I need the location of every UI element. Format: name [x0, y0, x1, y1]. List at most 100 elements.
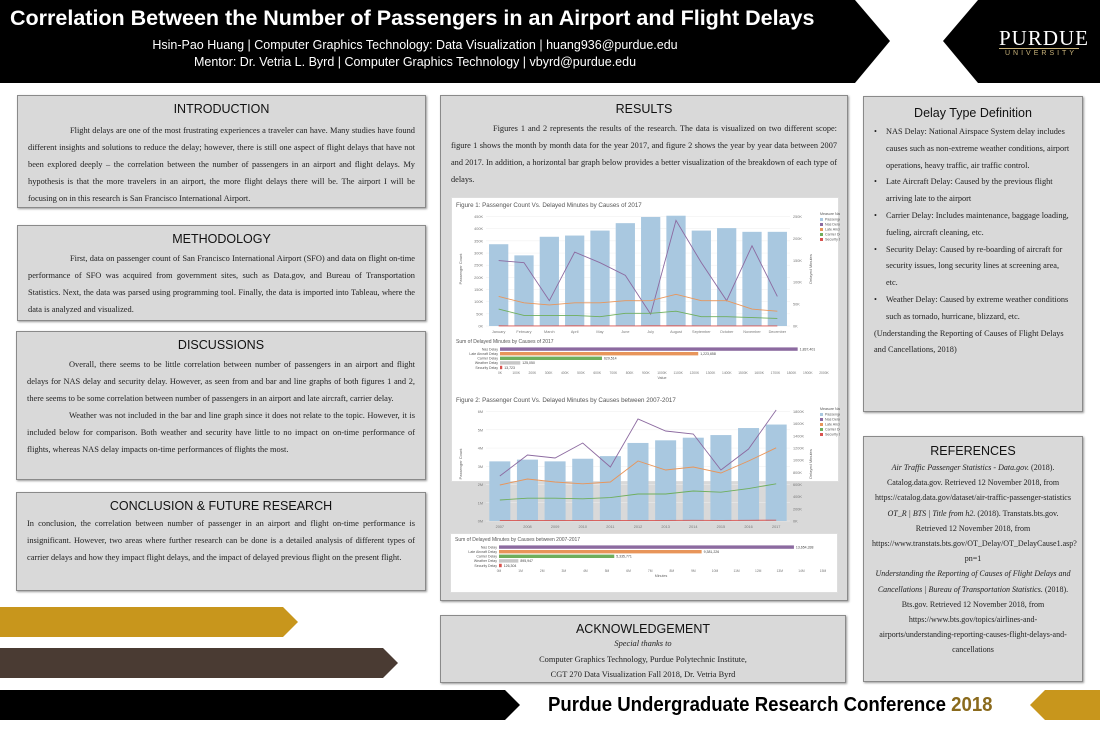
- passenger-bar: [489, 244, 509, 326]
- legend-label: Security Delay: [825, 238, 840, 242]
- chart-title: Figure 1: Passenger Count Vs. Delayed Mi…: [456, 202, 642, 209]
- discussions-heading: DISCUSSIONS: [177, 338, 265, 352]
- x-tick-label: 1100K: [674, 371, 684, 375]
- x-tick-label: February: [516, 330, 531, 334]
- delay-line-1: [498, 219, 778, 316]
- category-label: Weather Delay: [474, 559, 497, 563]
- passenger-bar: [655, 440, 677, 521]
- delay-bar: [500, 361, 521, 365]
- references-section: REFERENCES Air Traffic Passenger Statist…: [863, 436, 1083, 682]
- x-tick-label: 15M: [820, 569, 827, 573]
- passenger-bar: [565, 235, 585, 326]
- passenger-bar: [516, 459, 538, 521]
- delay-bar: [499, 563, 502, 568]
- y2-tick-label: 250K: [793, 215, 802, 219]
- y-tick-label: 300K: [474, 252, 483, 256]
- value-label: 13,723: [504, 366, 515, 370]
- x-tick-label: 1700K: [771, 371, 781, 375]
- y2-tick-label: 1600K: [793, 422, 804, 426]
- category-label: Security Delay: [474, 564, 497, 568]
- y2-tick-label: 400K: [793, 495, 802, 499]
- x-tick-label: 2015: [717, 525, 725, 529]
- reference-title: Air Traffic Passenger Statistics - Data.…: [891, 463, 1030, 472]
- conclusion-text: In conclusion, the correlation between n…: [27, 519, 415, 562]
- figure-1-breakdown-chart: Sum of Delayed Minutes by Causes of 2017…: [456, 339, 830, 380]
- reference-entry: Understanding the Reporting of Causes of…: [864, 566, 1082, 657]
- x-tick-label: 1900K: [803, 371, 813, 375]
- x-tick-label: 1400K: [722, 371, 732, 375]
- footer-bar: Purdue Undergraduate Research Conference…: [0, 690, 1100, 733]
- methodology-section: METHODOLOGY First, data on passenger cou…: [17, 225, 426, 321]
- x-tick-label: 3M: [562, 569, 567, 573]
- purdue-logo: PURDUE UNIVERSITY: [943, 0, 1100, 83]
- x-tick-label: June: [621, 330, 629, 334]
- x-tick-label: 1300K: [706, 371, 716, 375]
- y-tick-label: 50K: [476, 312, 483, 316]
- x-tick-label: 1200K: [690, 371, 700, 375]
- x-tick-label: 1500K: [738, 371, 748, 375]
- x-tick-label: 1000K: [657, 371, 667, 375]
- x-tick-label: September: [692, 330, 711, 334]
- legend-swatch: [820, 433, 823, 436]
- x-tick-label: 11M: [734, 569, 740, 573]
- passenger-bar: [691, 230, 711, 326]
- y-tick-label: 1M: [478, 501, 483, 505]
- legend-swatch: [820, 233, 823, 236]
- value-label: 1,223,658: [700, 352, 716, 356]
- results-heading: RESULTS: [615, 102, 673, 116]
- value-label: 9,381,226: [704, 550, 720, 554]
- introduction-text: Flight delays are one of the most frustr…: [28, 126, 415, 203]
- legend-swatch: [820, 218, 823, 221]
- y-tick-label: 250K: [474, 264, 483, 268]
- x-tick-label: 2009: [551, 525, 559, 529]
- y-tick-label: 100K: [474, 300, 483, 304]
- definition-item: Carrier Delay: Includes maintenance, bag…: [864, 208, 1082, 242]
- x-tick-label: 2008: [523, 525, 531, 529]
- ack-line-2: Computer Graphics Technology, Purdue Pol…: [539, 654, 747, 664]
- delay-bar: [499, 545, 794, 549]
- conclusion-section: CONCLUSION & FUTURE RESEARCH In conclusi…: [16, 492, 426, 591]
- passenger-bar: [765, 424, 787, 521]
- passenger-bar: [615, 223, 635, 326]
- y2-tick-label: 150K: [793, 259, 802, 263]
- x-tick-label: 14M: [798, 569, 805, 573]
- chart-title: Figure 2: Passenger Count Vs. Delayed Mi…: [456, 397, 676, 404]
- reference-details: (2018). Transtats.bts.gov. Retrieved 12 …: [872, 508, 1077, 564]
- definition-source: (Understanding the Reporting of Causes o…: [874, 328, 1064, 355]
- logo-subtext: UNIVERSITY: [1005, 50, 1078, 57]
- x-tick-label: 10M: [712, 569, 719, 573]
- y-tick-label: 5M: [478, 428, 483, 432]
- ack-line-3: CGT 270 Data Visualization Fall 2018, Dr…: [550, 670, 736, 679]
- x-axis-label: Minutes: [655, 574, 668, 578]
- passenger-bar: [738, 428, 760, 521]
- y-tick-label: 150K: [474, 288, 483, 292]
- x-tick-label: 5M: [605, 569, 610, 573]
- logo-divider: [999, 48, 1079, 49]
- author-line: Hsin-Pao Huang | Computer Graphics Techn…: [152, 38, 678, 52]
- introduction-section: INTRODUCTION Flight delays are one of th…: [17, 95, 426, 208]
- y-tick-label: 0K: [478, 325, 483, 329]
- delay-bar: [500, 365, 503, 370]
- delay-bar: [499, 554, 615, 558]
- x-tick-label: 700K: [610, 371, 619, 375]
- passenger-bar: [666, 215, 686, 326]
- discussions-section: DISCUSSIONS Overall, there seems to be l…: [16, 331, 426, 480]
- footer-left-arrow: [0, 690, 520, 720]
- x-tick-label: 100K: [512, 371, 521, 375]
- legend-label: Security Delay: [825, 433, 840, 437]
- category-label: Security Delay: [475, 366, 498, 370]
- legend-label: Passenger Count: [825, 218, 840, 222]
- x-tick-label: 2000K: [819, 371, 829, 375]
- brown-arrow-decoration: [0, 648, 398, 678]
- definition-heading: Delay Type Definition: [914, 106, 1032, 120]
- x-tick-label: 2014: [689, 525, 697, 529]
- category-label: Carrier Delay: [477, 357, 498, 361]
- legend-swatch: [820, 223, 823, 226]
- passenger-bar: [710, 435, 732, 521]
- y-tick-label: 450K: [474, 215, 483, 219]
- chart-title: Sum of Delayed Minutes by Causes of 2017: [456, 339, 554, 345]
- category-label: Late Aircraft Delay: [469, 352, 498, 356]
- y2-axis-label: Delayed Minutes: [808, 449, 813, 479]
- delay-bar: [500, 347, 798, 351]
- legend-label: Nas Delay: [825, 418, 840, 422]
